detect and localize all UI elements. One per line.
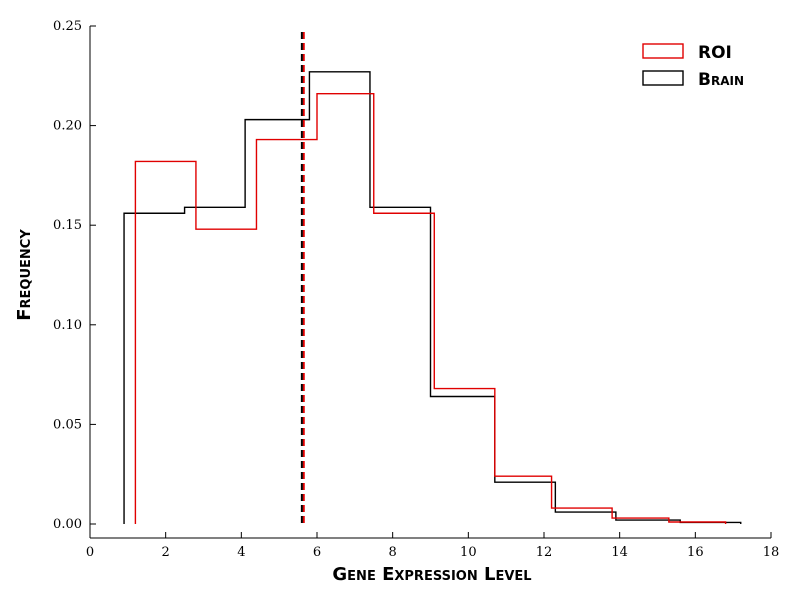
x-tick-label: 8 xyxy=(389,545,397,560)
legend-swatch-roi xyxy=(642,43,684,59)
y-tick-label: 0.20 xyxy=(53,119,82,134)
y-tick-label: 0.10 xyxy=(53,318,82,333)
y-tick-label: 0.00 xyxy=(53,517,82,532)
y-tick-label: 0.15 xyxy=(53,218,82,233)
x-tick-label: 12 xyxy=(536,545,553,560)
y-tick-label: 0.05 xyxy=(53,417,82,432)
x-tick-label: 0 xyxy=(86,545,94,560)
legend-swatch-brain xyxy=(642,70,684,86)
histogram-step-brain xyxy=(123,71,742,524)
series-layer xyxy=(123,71,742,524)
x-axis-title: Gene Expression Level xyxy=(332,564,531,585)
x-tick-label: 16 xyxy=(687,545,704,560)
mean-lines xyxy=(300,32,305,524)
histogram-step-roi xyxy=(134,93,727,524)
y-tick-label: 0.25 xyxy=(53,19,82,34)
axis-ticks: 0 2 4 6 8 10 12 14 16 18 0.00 0.05 0.10 0.15 0.20 0.25 xyxy=(53,19,779,560)
x-tick-label: 14 xyxy=(611,545,628,560)
x-tick-label: 2 xyxy=(162,545,170,560)
y-axis-title: Frequency xyxy=(14,229,35,321)
x-tick-label: 4 xyxy=(237,545,245,560)
x-tick-label: 18 xyxy=(763,545,780,560)
x-tick-label: 6 xyxy=(313,545,321,560)
legend-label-brain: Brain xyxy=(698,70,744,90)
x-tick-label: 10 xyxy=(460,545,477,560)
legend-label-roi: ROI xyxy=(698,43,732,63)
legend: ROI Brain xyxy=(642,43,744,90)
plot-area xyxy=(89,26,771,539)
